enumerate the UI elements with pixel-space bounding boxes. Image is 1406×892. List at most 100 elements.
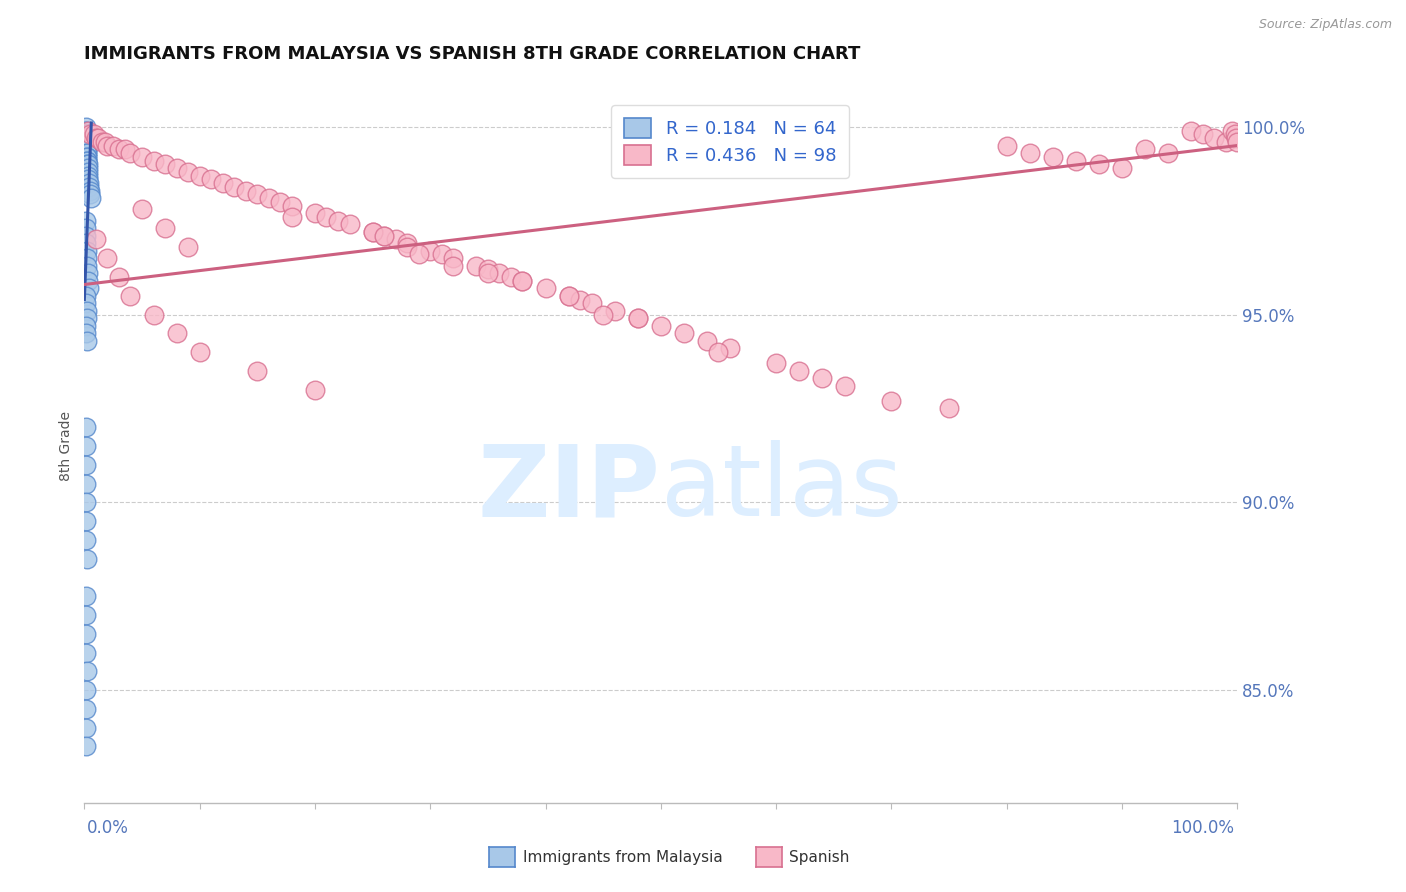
Point (75, 120, 97, 134)
Point (211, 176, 233, 190)
Point (76, 146, 98, 161)
Point (75, 420, 97, 434)
Point (1064, 153, 1087, 168)
Point (75, 128, 97, 142)
Point (77, 179, 100, 194)
Point (79, 187, 101, 202)
Point (1042, 150, 1064, 164)
Point (76, 334, 98, 348)
Point (76, 266, 98, 280)
Point (75, 683, 97, 698)
Point (76, 161, 98, 175)
Point (581, 296, 603, 310)
Point (1018, 146, 1040, 161)
Point (315, 210, 337, 224)
Point (103, 138, 124, 153)
Point (1133, 142, 1156, 156)
Point (1157, 146, 1180, 161)
Point (75, 221, 97, 235)
Text: Source: ZipAtlas.com: Source: ZipAtlas.com (1258, 18, 1392, 31)
Point (76, 138, 98, 153)
Point (512, 274, 534, 288)
Point (235, 184, 257, 198)
Point (76, 165, 98, 179)
Point (281, 199, 304, 213)
Text: Immigrants from Malaysia: Immigrants from Malaysia (523, 850, 723, 864)
Point (87, 131, 110, 145)
Point (166, 326, 188, 341)
Point (441, 251, 464, 265)
Point (76, 157, 98, 171)
Point (75, 476, 97, 491)
Point (75, 721, 97, 735)
Point (75, 495, 97, 509)
Point (257, 191, 280, 205)
Point (75, 702, 97, 716)
Text: ZIP: ZIP (478, 441, 661, 537)
Point (75, 123, 97, 137)
Point (153, 221, 176, 235)
Point (96, 138, 118, 153)
Point (603, 303, 626, 318)
Point (557, 289, 579, 303)
Text: IMMIGRANTS FROM MALAYSIA VS SPANISH 8TH GRADE CORRELATION CHART: IMMIGRANTS FROM MALAYSIA VS SPANISH 8TH … (84, 45, 860, 62)
Point (75, 533, 97, 547)
Point (76, 551, 98, 566)
Point (75, 289, 97, 303)
Point (246, 187, 269, 202)
Point (1225, 131, 1247, 145)
Point (90, 135, 112, 149)
Point (281, 210, 304, 224)
Point (707, 345, 730, 359)
Point (76, 150, 98, 164)
Point (108, 270, 131, 285)
Point (80, 191, 103, 205)
Point (75, 131, 97, 145)
Point (304, 383, 326, 397)
Point (75, 458, 97, 472)
Point (361, 225, 384, 239)
Point (84, 131, 107, 145)
Point (84, 232, 107, 246)
Point (120, 289, 142, 303)
Point (177, 165, 200, 179)
Point (1088, 157, 1111, 171)
Point (76, 153, 98, 168)
Point (76, 251, 98, 265)
Point (75, 627, 97, 641)
Point (75, 607, 97, 622)
Point (477, 262, 499, 277)
Text: 0.0%: 0.0% (87, 819, 129, 837)
Point (224, 179, 246, 194)
Point (76, 259, 98, 273)
Point (718, 342, 741, 356)
Point (75, 318, 97, 333)
Point (269, 194, 291, 209)
Point (1220, 123, 1243, 137)
Point (76, 153, 98, 168)
Point (131, 202, 153, 217)
Point (765, 356, 787, 370)
Point (384, 232, 406, 246)
Point (1180, 123, 1202, 137)
Point (441, 259, 464, 273)
Point (177, 240, 200, 254)
Point (534, 281, 557, 295)
Point (880, 393, 903, 408)
Point (94, 135, 117, 149)
Text: atlas: atlas (661, 441, 903, 537)
Point (153, 157, 176, 171)
Point (75, 296, 97, 310)
Text: Spanish: Spanish (789, 850, 849, 864)
Point (142, 308, 165, 322)
Text: 100.0%: 100.0% (1171, 819, 1234, 837)
Point (1215, 135, 1237, 149)
Point (419, 244, 441, 258)
Point (142, 153, 165, 168)
Point (77, 176, 100, 190)
Point (166, 161, 188, 175)
Point (79, 184, 101, 198)
Point (627, 311, 650, 326)
Point (396, 240, 419, 254)
Point (76, 169, 98, 183)
